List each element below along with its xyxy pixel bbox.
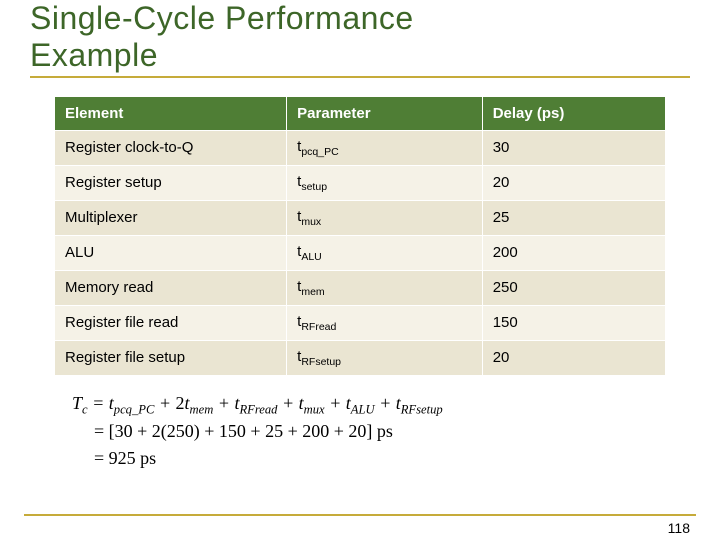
delay-table: Element Parameter Delay (ps) Register cl… — [54, 96, 666, 376]
formula-line2: = [30 + 2(250) + 150 + 25 + 200 + 20] ps — [72, 418, 720, 444]
cell-element: Register setup — [55, 165, 287, 200]
cell-delay: 250 — [482, 270, 665, 305]
cell-element: Multiplexer — [55, 200, 287, 235]
cell-parameter: tRFread — [287, 305, 483, 340]
cell-parameter: tRFsetup — [287, 340, 483, 375]
header-element: Element — [55, 96, 287, 130]
delay-table-container: Element Parameter Delay (ps) Register cl… — [54, 96, 666, 376]
header-delay: Delay (ps) — [482, 96, 665, 130]
cell-delay: 20 — [482, 340, 665, 375]
cell-delay: 200 — [482, 235, 665, 270]
cell-parameter: tsetup — [287, 165, 483, 200]
page-number: 118 — [668, 520, 690, 536]
table-row: Register file read tRFread 150 — [55, 305, 666, 340]
table-row: ALU tALU 200 — [55, 235, 666, 270]
footer-rule — [24, 514, 696, 516]
slide-title-block: Single-Cycle Performance Example — [0, 0, 720, 78]
cell-element: Register file read — [55, 305, 287, 340]
cell-element: Memory read — [55, 270, 287, 305]
title-underline — [30, 76, 690, 78]
cell-element: ALU — [55, 235, 287, 270]
table-row: Memory read tmem 250 — [55, 270, 666, 305]
cell-parameter: tpcq_PC — [287, 130, 483, 165]
timing-formula: Tc = tpcq_PC + 2tmem + tRFread + tmux + … — [72, 390, 720, 471]
cell-delay: 25 — [482, 200, 665, 235]
formula-line1: Tc = tpcq_PC + 2tmem + tRFread + tmux + … — [72, 390, 720, 419]
formula-line3: = 925 ps — [72, 445, 720, 471]
slide-title-line2: Example — [30, 37, 720, 74]
cell-delay: 20 — [482, 165, 665, 200]
cell-delay: 30 — [482, 130, 665, 165]
cell-parameter: tALU — [287, 235, 483, 270]
table-header-row: Element Parameter Delay (ps) — [55, 96, 666, 130]
slide-title-line1: Single-Cycle Performance — [30, 0, 720, 37]
header-parameter: Parameter — [287, 96, 483, 130]
table-row: Register file setup tRFsetup 20 — [55, 340, 666, 375]
cell-parameter: tmux — [287, 200, 483, 235]
cell-element: Register clock-to-Q — [55, 130, 287, 165]
table-row: Multiplexer tmux 25 — [55, 200, 666, 235]
table-row: Register setup tsetup 20 — [55, 165, 666, 200]
cell-delay: 150 — [482, 305, 665, 340]
cell-element: Register file setup — [55, 340, 287, 375]
table-row: Register clock-to-Q tpcq_PC 30 — [55, 130, 666, 165]
cell-parameter: tmem — [287, 270, 483, 305]
